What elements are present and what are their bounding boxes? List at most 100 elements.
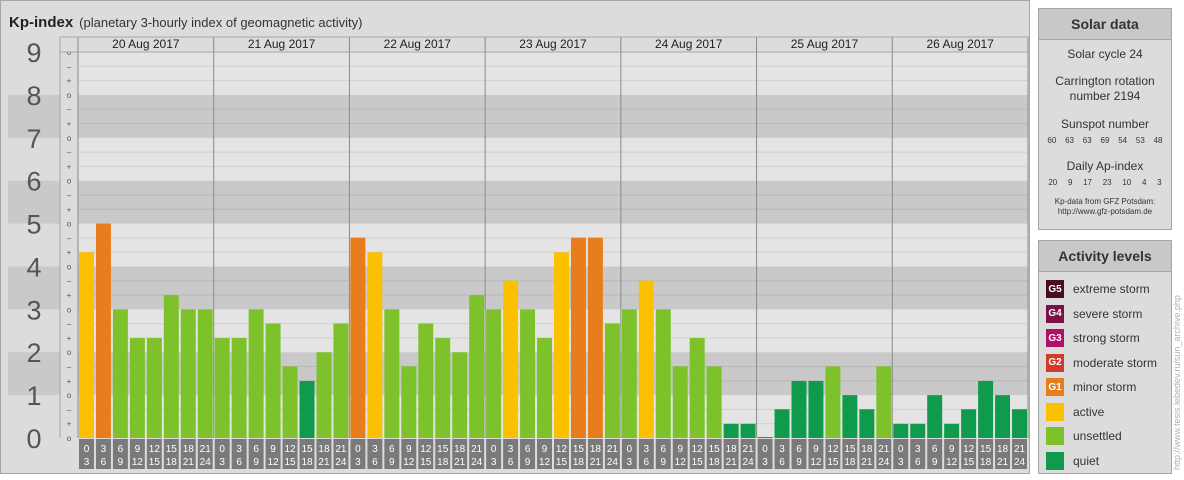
interval-end-label: 18	[573, 457, 585, 468]
interval-end-label: 21	[318, 457, 330, 468]
kp-bar	[265, 323, 281, 438]
interval-cell	[876, 439, 892, 469]
kp-bar	[808, 380, 824, 438]
interval-cell	[1012, 439, 1027, 469]
interval-cell	[231, 439, 247, 469]
interval-cell	[604, 439, 620, 469]
interval-cell	[520, 439, 536, 469]
y-minor-tick-label: o	[67, 91, 72, 100]
interval-cell	[808, 439, 824, 469]
interval-cell	[350, 439, 366, 469]
interval-end-label: 6	[644, 457, 650, 468]
interval-start-label: 0	[762, 444, 768, 455]
chart-title-main: Kp-index	[9, 14, 74, 31]
kp-bar	[112, 309, 128, 438]
interval-start-label: 0	[219, 444, 225, 455]
sunspot-value: 60	[1047, 136, 1057, 145]
interval-cell	[282, 439, 298, 469]
interval-end-label: 15	[420, 457, 432, 468]
kp-bar	[604, 323, 620, 438]
interval-start-label: 0	[898, 444, 904, 455]
interval-start-label: 21	[200, 444, 212, 455]
interval-cell	[570, 439, 586, 469]
interval-end-label: 12	[675, 457, 687, 468]
interval-end-label: 24	[200, 457, 212, 468]
y-minor-tick-label: +	[67, 334, 72, 343]
kp-bar	[503, 280, 519, 438]
ap-value: 4	[1141, 178, 1147, 187]
minor-tick-column	[60, 52, 78, 438]
y-minor-tick-label: o	[67, 305, 72, 314]
kp-band	[78, 137, 1028, 181]
legend-swatch: G5	[1046, 280, 1064, 299]
interval-end-label: 6	[101, 457, 107, 468]
interval-cell	[486, 439, 502, 469]
day-header-row	[60, 37, 1028, 52]
interval-cell	[214, 439, 230, 469]
legend-label: strong storm	[1073, 331, 1140, 346]
interval-start-label: 18	[590, 444, 602, 455]
y-axis-band	[8, 266, 60, 310]
interval-end-label: 9	[525, 457, 531, 468]
interval-cell	[791, 439, 807, 469]
interval-start-label: 15	[980, 444, 992, 455]
kp-bar	[876, 366, 892, 438]
interval-cell	[452, 439, 468, 469]
legend-swatch: G3	[1046, 329, 1064, 348]
kp-bar	[520, 309, 536, 438]
interval-end-label: 21	[590, 457, 602, 468]
interval-start-label: 6	[118, 444, 124, 455]
day-label: 21 Aug 2017	[248, 37, 316, 51]
sunspot-value: 48	[1153, 136, 1163, 145]
interval-end-label: 24	[471, 457, 483, 468]
y-minor-tick-label: +	[67, 420, 72, 429]
interval-start-label: 12	[692, 444, 704, 455]
y-axis-band	[8, 352, 60, 396]
interval-cell	[672, 439, 688, 469]
interval-start-label: 6	[796, 444, 802, 455]
interval-cell	[774, 439, 790, 469]
interval-end-label: 3	[762, 457, 768, 468]
legend-swatch: G2	[1046, 353, 1064, 372]
y-minor-tick-label: +	[67, 248, 72, 257]
kp-bar	[893, 423, 909, 438]
ap-title: Daily Ap-index	[1066, 159, 1144, 173]
interval-end-label: 21	[726, 457, 738, 468]
interval-end-label: 18	[709, 457, 721, 468]
kp-bar	[655, 309, 671, 438]
y-major-tick-label: 2	[26, 338, 41, 368]
interval-start-label: 15	[573, 444, 585, 455]
sunspot-values: 60 63 63 69 54 53 48	[1039, 136, 1171, 145]
kp-bar	[825, 366, 841, 438]
interval-start-label: 0	[84, 444, 90, 455]
interval-end-label: 12	[539, 457, 551, 468]
interval-cell	[180, 439, 196, 469]
interval-cell	[842, 439, 858, 469]
interval-cell	[112, 439, 128, 469]
kp-bar	[367, 252, 383, 438]
interval-cell	[910, 439, 926, 469]
ap-value: 17	[1083, 178, 1093, 187]
interval-end-label: 21	[183, 457, 195, 468]
interval-end-label: 6	[779, 457, 785, 468]
interval-cell	[554, 439, 569, 469]
interval-end-label: 18	[980, 457, 992, 468]
interval-start-label: 3	[236, 444, 242, 455]
interval-cell	[927, 439, 943, 469]
kp-bar	[995, 395, 1011, 438]
interval-end-label: 6	[236, 457, 242, 468]
interval-cell	[757, 439, 773, 469]
y-minor-tick-label: o	[67, 262, 72, 271]
kp-bar	[740, 423, 756, 438]
interval-end-label: 15	[827, 457, 839, 468]
y-major-tick-label: 6	[26, 167, 41, 197]
interval-end-label: 15	[284, 457, 296, 468]
ap-value: 23	[1102, 178, 1112, 187]
interval-end-label: 18	[437, 457, 449, 468]
kp-bar	[723, 423, 739, 438]
interval-start-label: 6	[932, 444, 938, 455]
interval-start-label: 6	[660, 444, 666, 455]
interval-end-label: 21	[454, 457, 466, 468]
sunspot-title: Sunspot number	[1060, 117, 1150, 131]
sunspot-value: 63	[1082, 136, 1092, 145]
